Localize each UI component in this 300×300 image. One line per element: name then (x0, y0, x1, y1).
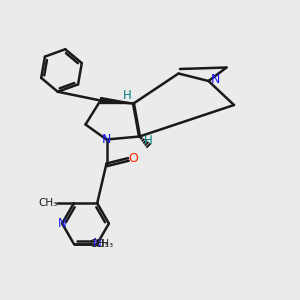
Text: H: H (122, 88, 131, 102)
Text: N: N (93, 237, 102, 250)
Text: CH₃: CH₃ (39, 198, 58, 208)
Text: CH₃: CH₃ (96, 239, 114, 249)
Polygon shape (100, 98, 134, 103)
Text: O: O (129, 152, 138, 165)
Text: N: N (58, 217, 67, 230)
Text: CH₃: CH₃ (90, 239, 109, 249)
Text: H: H (143, 134, 152, 148)
Text: N: N (102, 133, 111, 146)
Text: N: N (210, 73, 220, 86)
